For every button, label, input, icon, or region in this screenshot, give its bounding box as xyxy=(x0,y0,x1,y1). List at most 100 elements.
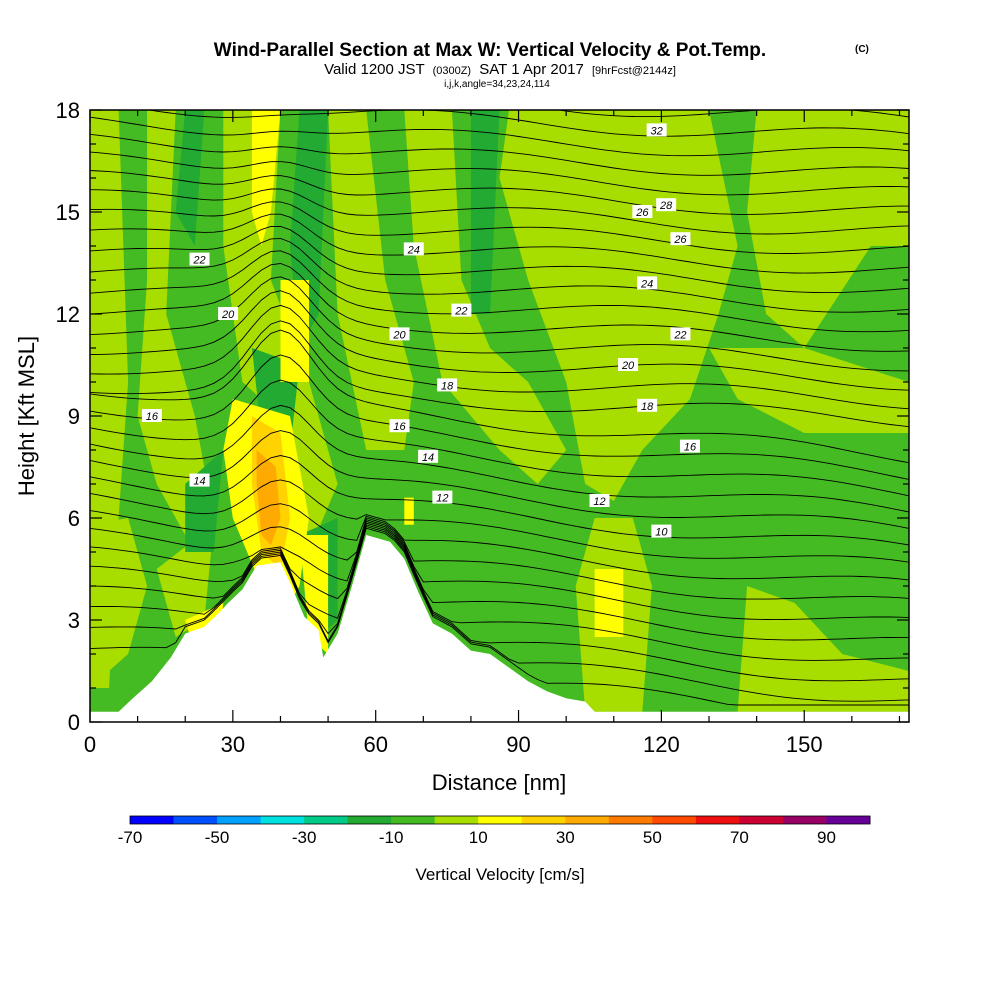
theta-contour-label: 26 xyxy=(632,205,653,219)
theta-contour-label: 22 xyxy=(189,252,210,267)
colorbar-swatch xyxy=(652,816,697,824)
theta-label-text: 24 xyxy=(640,278,653,290)
terrain xyxy=(90,535,909,722)
theta-contour-line xyxy=(90,379,909,497)
plot-area: 10 12 12 14 14 16 16 16 18 18 20 20 20 22 22 22 24 24 26 28… xyxy=(90,110,909,722)
theta-label-text: 32 xyxy=(651,125,663,137)
colorbar-swatch xyxy=(130,816,175,824)
colorbar-tick-label: -50 xyxy=(205,828,230,847)
theta-label-text: 26 xyxy=(635,207,649,219)
colorbar-swatch xyxy=(478,816,523,824)
theta-label-background xyxy=(651,524,672,538)
theta-label-text: 14 xyxy=(193,476,205,488)
theta-label-background xyxy=(403,242,424,256)
theta-label-background xyxy=(189,252,210,266)
theta-label-text: 16 xyxy=(146,411,159,423)
theta-contour-label: 10 xyxy=(651,524,672,539)
theta-label-background xyxy=(141,409,162,422)
colorbar-tick-label: -30 xyxy=(292,828,317,847)
theta-contour-line xyxy=(90,525,909,702)
chart-title-suffix: (C) xyxy=(855,44,869,55)
colorbar-tick-label: -10 xyxy=(379,828,404,847)
colorbar-tick-label: 90 xyxy=(817,828,836,847)
theta-contour-line xyxy=(90,354,909,480)
colorbar-tick-label: 10 xyxy=(469,828,488,847)
theta-label-text: 24 xyxy=(407,244,420,256)
colorbar-label: Vertical Velocity [cm/s] xyxy=(415,865,584,884)
theta-label-text: 20 xyxy=(621,360,635,372)
colorbar-swatch xyxy=(739,816,784,824)
theta-label-background xyxy=(589,494,610,507)
theta-label-background xyxy=(637,276,658,290)
colorbar-swatch xyxy=(782,816,827,824)
subtitle-date: SAT 1 Apr 2017 xyxy=(479,61,584,78)
theta-contour-label: 32 xyxy=(646,123,667,137)
theta-contour-line xyxy=(146,110,909,137)
theta-label-text: 28 xyxy=(659,200,673,212)
chart-indices: i,j,k,angle=34,23,24,114 xyxy=(444,79,550,90)
theta-label-text: 14 xyxy=(422,452,434,464)
theta-label-background xyxy=(418,449,439,463)
theta-contour-label: 16 xyxy=(679,439,700,454)
theta-label-text: 10 xyxy=(655,527,668,539)
colorbar-swatch xyxy=(217,816,262,824)
theta-contour-line xyxy=(90,225,909,294)
x-tick-label: 90 xyxy=(506,732,530,757)
colorbar-swatch xyxy=(347,816,392,824)
y-tick-label: 18 xyxy=(56,98,80,123)
theta-contour-line xyxy=(90,520,909,641)
theta-label-text: 12 xyxy=(593,496,605,508)
x-tick-label: 0 xyxy=(84,732,96,757)
theta-contour-line xyxy=(90,329,909,464)
y-tick-label: 9 xyxy=(68,404,80,429)
colorbar-swatch xyxy=(826,816,871,824)
theta-contour-line xyxy=(90,455,909,546)
velocity-band xyxy=(470,110,500,314)
theta-contour-line xyxy=(90,320,909,428)
theta-label-text: 20 xyxy=(392,329,406,341)
theta-label-background xyxy=(670,327,691,341)
theta-contour-label: 24 xyxy=(637,276,658,290)
velocity-band xyxy=(90,518,148,671)
theta-contour-line xyxy=(90,250,909,333)
chart-subtitle: Valid 1200 JST (0300Z) SAT 1 Apr 2017 [9… xyxy=(324,61,676,78)
theta-contour-label: 28 xyxy=(656,198,677,212)
theta-contour-line xyxy=(90,430,909,529)
velocity-band xyxy=(404,497,414,525)
y-tick-label: 15 xyxy=(56,200,80,225)
theta-label-text: 18 xyxy=(441,380,454,392)
velocity-band xyxy=(137,110,214,535)
theta-label-background xyxy=(437,378,458,392)
theta-label-background xyxy=(670,232,691,246)
theta-contour-line xyxy=(90,213,909,274)
velocity-band xyxy=(256,450,281,546)
theta-contour-label: 14 xyxy=(418,449,439,464)
theta-label-background xyxy=(218,307,239,320)
chart-title: Wind-Parallel Section at Max W: Vertical… xyxy=(214,40,766,61)
theta-label-text: 26 xyxy=(673,234,687,246)
theta-label-background xyxy=(679,439,700,453)
colorbar-swatch xyxy=(608,816,653,824)
theta-contour-label: 12 xyxy=(589,494,610,508)
theta-contour-label: 18 xyxy=(637,398,658,413)
velocity-band xyxy=(156,524,214,637)
theta-contour-line xyxy=(90,116,909,157)
theta-contour-line xyxy=(90,519,909,621)
velocity-band xyxy=(280,280,309,382)
theta-contour-label: 16 xyxy=(389,419,410,433)
velocity-band xyxy=(747,110,909,348)
theta-contour-label: 16 xyxy=(141,409,162,423)
theta-label-background xyxy=(637,398,658,412)
velocity-field xyxy=(90,110,909,712)
velocity-band xyxy=(594,569,624,637)
theta-contour-line xyxy=(90,188,909,235)
colorbar-tick-label: 70 xyxy=(730,828,749,847)
theta-contour-line xyxy=(90,133,909,176)
theta-label-background xyxy=(656,198,677,212)
x-axis-label: Distance [nm] xyxy=(432,770,567,795)
theta-contour-line xyxy=(90,201,909,254)
theta-label-background xyxy=(189,473,210,487)
theta-label-background xyxy=(451,303,472,317)
colorbar-tick-label: 30 xyxy=(556,828,575,847)
